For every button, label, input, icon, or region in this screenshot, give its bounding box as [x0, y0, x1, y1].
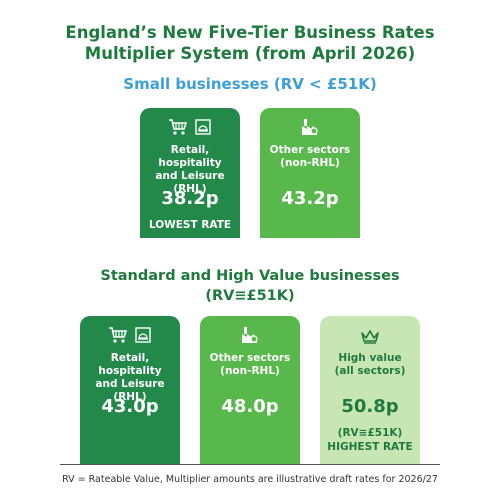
- standard-rhl-icons: [80, 326, 180, 344]
- title-line-2: Multiplier System (from April 2026): [84, 44, 416, 63]
- small-rhl-icons: [140, 118, 240, 136]
- standard-other-rate: 48.0p: [221, 396, 279, 417]
- shopping-cart-icon: [168, 118, 188, 136]
- standard-other-icons: [200, 326, 300, 344]
- factory-icon: [241, 326, 259, 344]
- baseline-divider: [60, 464, 440, 465]
- highest-rate-note: (RV≡£51K) HIGHEST RATE: [327, 427, 413, 453]
- shopping-cart-icon: [108, 326, 128, 344]
- hotel-service-icon: [134, 326, 152, 344]
- high-value-card: High value (all sectors) 50.8p (RV≡£51K)…: [320, 316, 420, 464]
- small-businesses-heading: Small businesses (RV < £51K): [123, 75, 377, 93]
- small-other-card: Other sectors (non-RHL) 43.2p: [260, 108, 360, 238]
- standard-other-label: Other sectors (non-RHL): [209, 352, 291, 377]
- small-rhl-card: Retail, hospitality and Leisure (RHL) 38…: [140, 108, 240, 238]
- standard-rhl-rate: 43.0p: [101, 396, 159, 417]
- hotel-service-icon: [194, 118, 212, 136]
- standard-businesses-heading: Standard and High Value businesses (RV≡£…: [100, 268, 400, 304]
- small-other-icons: [260, 118, 360, 136]
- small-other-rate: 43.2p: [281, 188, 339, 209]
- small-other-label: Other sectors (non-RHL): [269, 144, 351, 169]
- small-rhl-rate: 38.2p: [161, 188, 219, 209]
- high-value-rate: 50.8p: [341, 396, 399, 417]
- high-value-label: High value (all sectors): [334, 352, 406, 377]
- standard-rhl-label: Retail, hospitality and Leisure (RHL): [95, 352, 165, 403]
- high-value-icons: [320, 328, 420, 344]
- page-title: England’s New Five-Tier Business Rates M…: [0, 22, 500, 64]
- lowest-rate-note: LOWEST RATE: [148, 219, 232, 231]
- factory-icon: [301, 118, 319, 136]
- standard-other-card: Other sectors (non-RHL) 48.0p: [200, 316, 300, 464]
- title-line-1: England’s New Five-Tier Business Rates: [65, 23, 435, 42]
- crown-icon: [360, 328, 380, 344]
- standard-rhl-card: Retail, hospitality and Leisure (RHL) 43…: [80, 316, 180, 464]
- footnote: RV = Rateable Value, Multiplier amounts …: [62, 474, 438, 485]
- small-rhl-label: Retail, hospitality and Leisure (RHL): [155, 144, 225, 195]
